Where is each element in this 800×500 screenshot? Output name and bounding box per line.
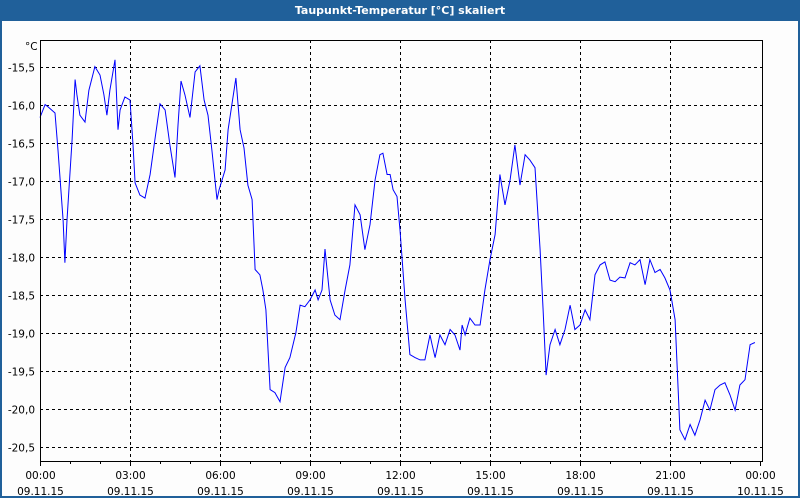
y-tick-label: -17,5 bbox=[8, 215, 35, 227]
x-tick-label-time: 06:00 bbox=[205, 470, 235, 482]
x-tick-label-time: 00:00 bbox=[25, 470, 55, 482]
y-tick-label: -20,0 bbox=[8, 405, 35, 417]
x-tick-label-time: 09:00 bbox=[295, 470, 325, 482]
x-tick-label-date: 09.11.15 bbox=[647, 486, 694, 498]
y-tick-label: -19,5 bbox=[8, 367, 35, 379]
y-tick-label: -20,5 bbox=[8, 443, 35, 455]
y-tick-label: -17,0 bbox=[8, 177, 35, 189]
x-tick-label-time: 21:00 bbox=[655, 470, 685, 482]
y-tick-label: -18,5 bbox=[8, 291, 35, 303]
y-tick-label: -16,5 bbox=[8, 139, 35, 151]
window-title: Taupunkt-Temperatur [°C] skaliert bbox=[0, 0, 800, 21]
series-line-taupunkt bbox=[39, 59, 756, 441]
y-tick-label: -16,0 bbox=[8, 101, 35, 113]
x-tick-label-time: 00:00 bbox=[745, 470, 775, 482]
x-tick-label-time: 15:00 bbox=[475, 470, 505, 482]
x-tick-label-date: 09.11.15 bbox=[107, 486, 154, 498]
x-tick-label-date: 09.11.15 bbox=[467, 486, 514, 498]
y-tick-label: -19,0 bbox=[8, 329, 35, 341]
x-tick-label-date: 09.11.15 bbox=[377, 486, 424, 498]
plot-frame bbox=[40, 40, 763, 462]
x-tick-label-date: 09.11.15 bbox=[557, 486, 604, 498]
x-tick-label-time: 03:00 bbox=[115, 470, 145, 482]
y-tick-label: -18,0 bbox=[8, 253, 35, 265]
x-tick-label-date: 09.11.15 bbox=[197, 486, 244, 498]
x-tick-label-date: 09.11.15 bbox=[287, 486, 334, 498]
x-tick-label-time: 12:00 bbox=[385, 470, 415, 482]
x-tick-label-date: 09.11.15 bbox=[17, 486, 64, 498]
y-tick-label: -15,5 bbox=[8, 63, 35, 75]
x-tick-label-date: 10.11.15 bbox=[737, 486, 784, 498]
y-axis-unit-label: °C bbox=[25, 41, 38, 53]
x-tick-label-time: 18:00 bbox=[565, 470, 595, 482]
